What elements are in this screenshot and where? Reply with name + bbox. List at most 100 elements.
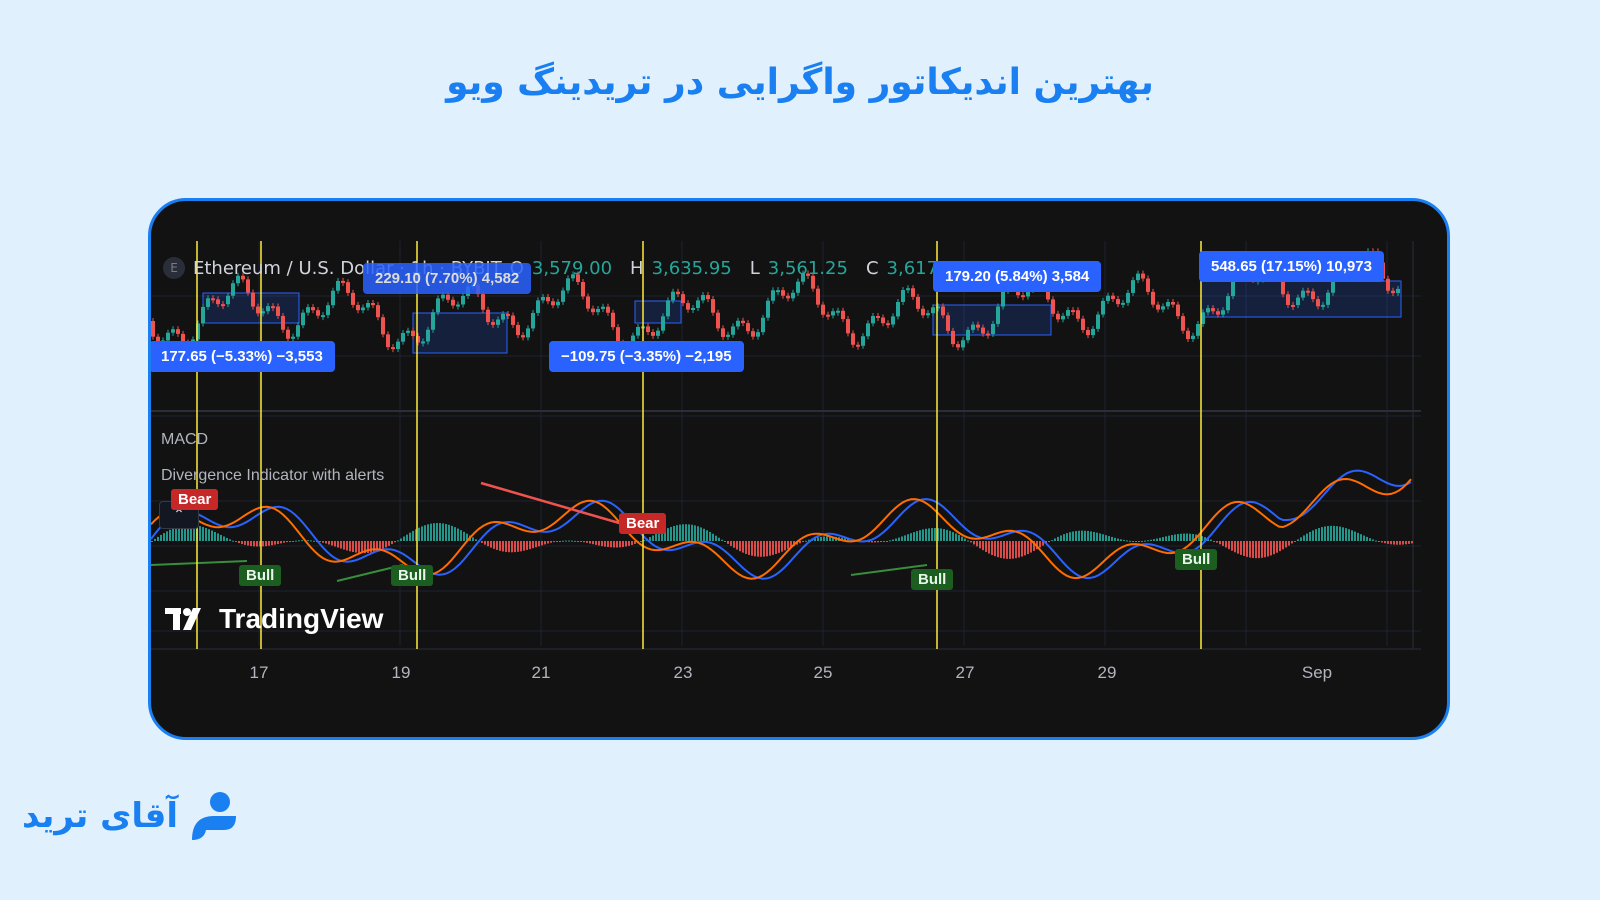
candle-body (1056, 313, 1060, 320)
macd-histogram-bar (919, 530, 921, 541)
macd-histogram-bar (538, 541, 540, 547)
macd-histogram-bar (505, 541, 507, 552)
macd-histogram-bar (160, 534, 162, 541)
candle-body (661, 316, 665, 331)
macd-histogram-bar (817, 537, 819, 541)
macd-histogram-bar (979, 541, 981, 549)
macd-histogram-bar (343, 541, 345, 550)
macd-histogram-bar (1264, 541, 1266, 558)
bullish-divergence-line (151, 560, 248, 566)
macd-histogram-bar (697, 526, 699, 541)
brand-logo: آقای ترید (22, 790, 238, 842)
macd-histogram-bar (820, 536, 822, 541)
candle-body (586, 296, 590, 309)
macd-histogram-bar (844, 538, 846, 541)
macd-histogram-bar (541, 541, 543, 546)
macd-histogram-bar (586, 541, 588, 543)
macd-histogram-bar (1216, 541, 1218, 543)
macd-histogram-bar (565, 540, 567, 542)
candle-body (1321, 304, 1325, 307)
candle-body (796, 281, 800, 293)
macd-histogram-bar (1267, 541, 1269, 557)
candle-body (201, 306, 205, 324)
bull-signal-tag: Bull (239, 565, 282, 586)
macd-histogram-bar (1219, 541, 1221, 545)
candle-body (1181, 316, 1185, 331)
candle-body (451, 299, 455, 306)
candle-body (496, 319, 500, 325)
macd-histogram-bar (664, 529, 666, 541)
candle-body (766, 300, 770, 318)
candle-body (1161, 306, 1165, 310)
candle-body (616, 327, 620, 343)
macd-histogram-bar (790, 541, 792, 548)
candle-body (741, 320, 745, 324)
candle-body (1126, 292, 1130, 303)
candle-body (686, 303, 690, 310)
macd-histogram-bar (1357, 532, 1359, 541)
macd-histogram-bar (607, 541, 609, 548)
macd-histogram-bar (1387, 541, 1389, 544)
page-title: بهترین اندیکاتور واگرایی در تریدینگ ویو (446, 62, 1154, 103)
x-axis-label: 17 (249, 663, 269, 682)
candle-body (746, 323, 750, 332)
candle-body (286, 329, 290, 339)
macd-histogram-bar (1192, 534, 1194, 541)
candle-body (761, 317, 765, 333)
macd-histogram-bar (580, 541, 582, 542)
candle-body (936, 306, 940, 309)
macd-histogram-bar (217, 533, 219, 541)
candle-body (1116, 299, 1120, 305)
macd-histogram-bar (250, 541, 252, 547)
macd-histogram-bar (454, 527, 456, 541)
macd-histogram-bar (1027, 541, 1029, 555)
candle-body (1096, 314, 1100, 329)
macd-histogram-bar (922, 529, 924, 541)
macd-histogram-bar (442, 523, 444, 541)
macd-histogram-bar (895, 538, 897, 541)
macd-histogram-bar (964, 538, 966, 541)
tradingview-chart[interactable] (151, 201, 1447, 737)
macd-histogram-bar (1153, 539, 1155, 541)
macd-histogram-bar (487, 541, 489, 547)
macd-histogram-bar (961, 536, 963, 541)
candle-body (506, 313, 510, 316)
macd-histogram-bar (1300, 537, 1302, 541)
candle-body (691, 307, 695, 310)
macd-histogram-bar (1378, 541, 1380, 542)
macd-histogram-bar (1183, 533, 1185, 541)
macd-histogram-bar (517, 541, 519, 552)
macd-histogram-bar (709, 531, 711, 541)
macd-histogram-bar (595, 541, 597, 545)
macd-histogram-bar (553, 541, 555, 543)
macd-histogram-bar (385, 541, 387, 548)
macd-histogram-bar (535, 541, 537, 548)
candle-body (981, 327, 985, 334)
bullish-divergence-line (850, 564, 928, 576)
macd-histogram-bar (532, 541, 534, 549)
macd-histogram-bar (1246, 541, 1248, 557)
candle-body (771, 290, 775, 301)
bear-signal-tag: Bear (171, 489, 219, 510)
candle-body (1226, 296, 1230, 311)
candle-body (1051, 299, 1055, 314)
candle-body (1316, 299, 1320, 307)
candle-body (821, 304, 825, 315)
macd-histogram-bar (334, 541, 336, 547)
macd-histogram-bar (1099, 533, 1101, 541)
candle-body (1156, 304, 1160, 310)
macd-histogram-bar (379, 541, 381, 551)
macd-histogram-bar (448, 524, 450, 541)
macd-histogram-bar (1144, 540, 1146, 542)
macd-histogram-bar (601, 541, 603, 547)
candle-body (221, 304, 225, 307)
macd-histogram-bar (1363, 535, 1365, 541)
macd-histogram-bar (472, 537, 474, 541)
macd-histogram-bar (511, 541, 513, 553)
macd-histogram-bar (1309, 531, 1311, 541)
macd-histogram-bar (1069, 532, 1071, 541)
x-axis-label: 27 (955, 663, 975, 682)
tradingview-watermark-text: TradingView (219, 603, 384, 634)
macd-histogram-bar (223, 536, 225, 541)
candle-body (861, 336, 865, 346)
